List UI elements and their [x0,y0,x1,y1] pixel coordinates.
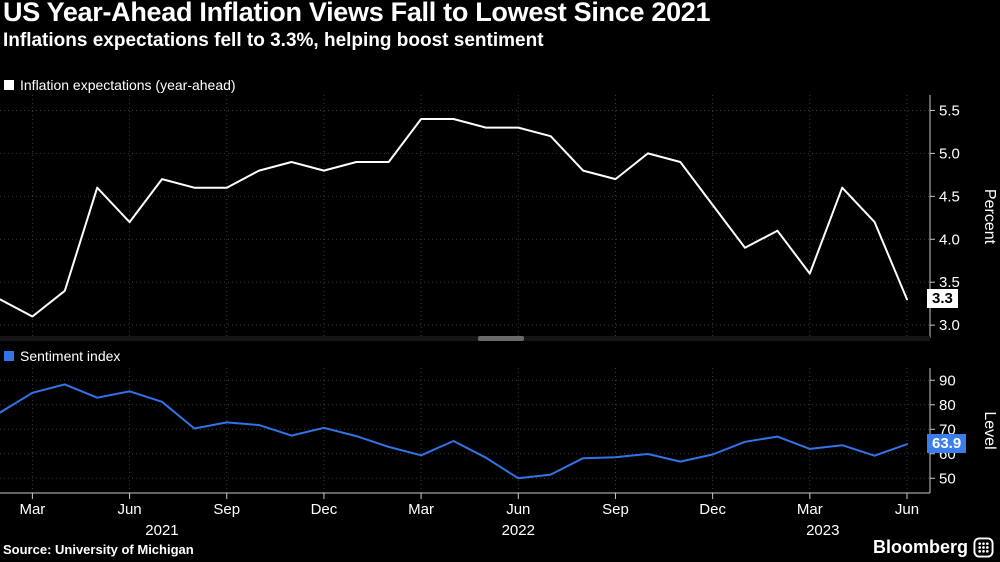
page-title: US Year-Ahead Inflation Views Fall to Lo… [3,0,711,27]
y-axis-title: Level [981,411,998,449]
x-tick-label: Mar [19,501,45,518]
inflation-last-value-label: 3.3 [927,289,958,309]
bloomberg-logo-icon [973,537,994,558]
sentiment-legend-swatch-icon [4,351,14,361]
x-tick-label: Dec [311,501,338,518]
year-label: 2021 [145,522,178,539]
inflation-expectations-line [0,118,908,318]
y-tick-label: 5.0 [939,145,960,162]
y-tick-label: 80 [939,397,956,414]
x-tick-label: Mar [797,501,823,518]
sentiment-index-line [0,383,908,480]
y-tick-label: 50 [939,470,956,487]
bloomberg-logo-text: Bloomberg [872,537,968,557]
y-tick-label: 90 [939,372,956,389]
x-tick-label: Sep [213,501,240,518]
bloomberg-brand: Bloomberg [873,537,994,558]
x-tick-label: Jun [117,501,141,518]
legend-inflation: Inflation expectations (year-ahead) [4,77,236,93]
x-tick-label: Dec [699,501,726,518]
sentiment-legend-label: Sentiment index [20,348,121,364]
y-axis-title: Percent [981,189,998,245]
x-tick-label: Mar [408,501,434,518]
sentiment-last-value-label: 63.9 [927,434,967,454]
source-note: Source: University of Michigan [3,542,194,557]
y-tick-label: 4.0 [939,231,960,248]
y-tick-label: 5.5 [939,102,960,119]
x-tick-label: Jun [506,501,530,518]
x-tick-label: Jun [895,501,919,518]
y-tick-label: 3.0 [939,317,960,334]
y-tick-label: 3.5 [939,274,960,291]
y-tick-label: 4.5 [939,188,960,205]
legend-sentiment: Sentiment index [4,348,120,364]
x-tick-label: Sep [602,501,629,518]
chart-scrollbar-thumb[interactable] [478,336,524,341]
page-subtitle: Inflations expectations fell to 3.3%, he… [3,30,544,51]
y-tick-label: 70 [939,421,956,438]
inflation-legend-swatch-icon [4,80,14,90]
chart-scrollbar-track [0,336,930,341]
year-label: 2023 [806,522,839,539]
inflation-legend-label: Inflation expectations (year-ahead) [20,77,236,93]
year-label: 2022 [502,522,535,539]
